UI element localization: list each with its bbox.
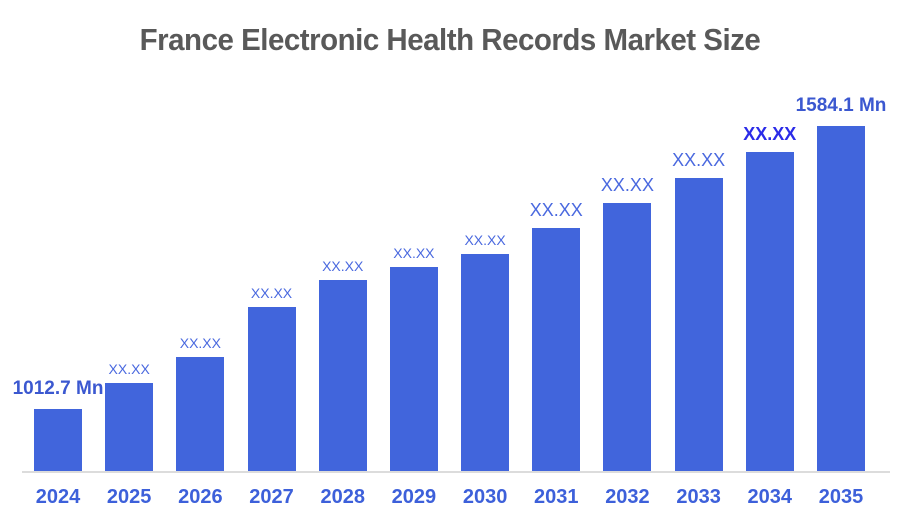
bar-value-label-2026: XX.XX <box>179 335 221 351</box>
bar-value-label-2035: 1584.1 Mn <box>795 95 887 116</box>
bar-column-2035: 1584.1 Mn <box>796 96 886 471</box>
x-tick-label-2035: 2035 <box>818 486 864 508</box>
bar-column-2033: XX.XX <box>663 151 735 471</box>
x-tick-label-2032: 2032 <box>605 486 650 508</box>
bar-value-label-2029: XX.XX <box>393 245 435 261</box>
x-tick-label-2027: 2027 <box>249 486 294 508</box>
bar-2029 <box>389 267 438 471</box>
bar-column-2032: XX.XX <box>591 176 663 471</box>
x-tick-label-2025: 2025 <box>106 486 152 508</box>
bar-column-2026: XX.XX <box>164 336 236 471</box>
bar-2031 <box>532 228 581 471</box>
bar-column-2025: XX.XX <box>93 362 165 471</box>
bar-2026 <box>176 357 225 471</box>
bar-value-label-2034: XX.XX <box>743 124 797 144</box>
bar-column-2028: XX.XX <box>307 259 379 471</box>
x-tick-label-2029: 2029 <box>391 486 437 508</box>
bar-value-label-2032: XX.XX <box>600 175 654 195</box>
chart-title: France Electronic Health Records Market … <box>139 22 761 57</box>
bar-value-label-2027: XX.XX <box>250 285 293 301</box>
bar-2032 <box>603 203 652 471</box>
bar-2033 <box>674 178 723 471</box>
bar-column-2024: 1012.7 Mn <box>13 379 103 471</box>
x-tick-label-2031: 2031 <box>534 486 579 508</box>
x-tick-label-2024: 2024 <box>35 486 81 508</box>
x-tick-label-2026: 2026 <box>178 486 223 508</box>
bar-2025 <box>105 383 154 471</box>
bar-2028 <box>318 280 367 471</box>
bar-column-2029: XX.XX <box>378 246 450 471</box>
bar-value-label-2028: XX.XX <box>322 258 364 274</box>
x-tick-label-2034: 2034 <box>747 486 793 508</box>
x-axis-baseline <box>22 471 890 473</box>
bar-value-label-2031: XX.XX <box>529 200 583 220</box>
bar-column-2027: XX.XX <box>236 286 308 471</box>
bar-column-2034: XX.XX <box>734 125 806 471</box>
bar-value-label-2030: XX.XX <box>464 232 506 248</box>
x-tick-label-2030: 2030 <box>462 486 508 508</box>
bar-2035 <box>816 126 865 471</box>
bar-value-label-2024: 1012.7 Mn <box>12 378 104 399</box>
bar-2034 <box>745 152 794 471</box>
bar-column-2031: XX.XX <box>520 201 592 471</box>
bar-value-label-2033: XX.XX <box>672 150 726 170</box>
bar-2027 <box>247 307 296 471</box>
bar-column-2030: XX.XX <box>449 233 521 471</box>
x-tick-label-2033: 2033 <box>676 486 721 508</box>
bar-2030 <box>461 254 510 471</box>
x-tick-label-2028: 2028 <box>320 486 365 508</box>
bar-2024 <box>34 409 82 471</box>
bar-value-label-2025: XX.XX <box>108 361 150 377</box>
